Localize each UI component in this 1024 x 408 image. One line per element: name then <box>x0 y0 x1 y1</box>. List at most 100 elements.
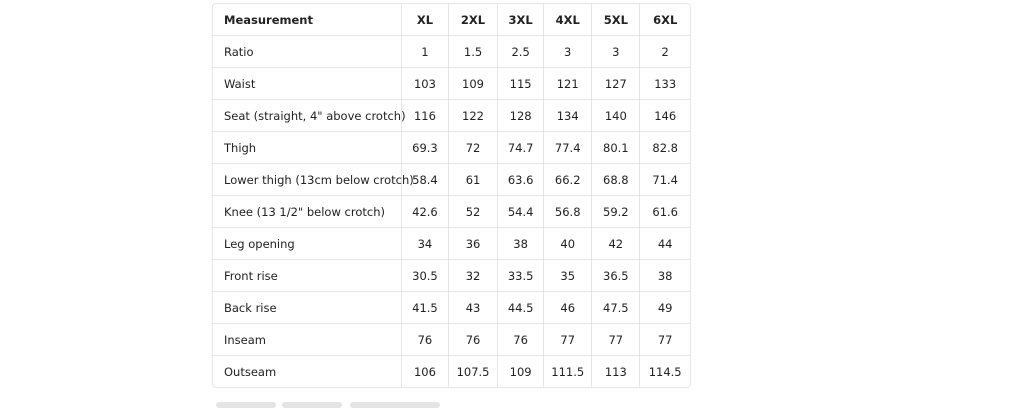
table-cell: 116 <box>401 99 449 132</box>
header-cell: 3XL <box>497 4 545 36</box>
table-cell: 71.4 <box>639 163 690 196</box>
table-cell: 2 <box>639 35 690 68</box>
table-cell: 42.6 <box>401 195 449 228</box>
row-label: Seat (straight, 4" above crotch) <box>213 99 406 132</box>
table-cell: 33.5 <box>497 259 545 292</box>
table-cell: 44 <box>639 227 690 260</box>
table-cell: 80.1 <box>591 131 641 164</box>
table-cell: 77.4 <box>543 131 593 164</box>
table-row: Leg opening 34 36 38 40 42 44 <box>213 227 690 260</box>
table-cell: 30.5 <box>401 259 449 292</box>
table-cell: 3 <box>591 35 641 68</box>
table-cell: 35 <box>543 259 593 292</box>
row-label: Ratio <box>213 35 402 68</box>
table-body: Ratio 1 1.5 2.5 3 3 2 Waist 103 109 115 121 127 133 Se… <box>213 35 690 387</box>
table-row: Back rise 41.5 43 44.5 46 47.5 49 <box>213 291 690 324</box>
table-cell: 38 <box>497 227 545 260</box>
table-cell: 77 <box>591 323 641 356</box>
table-row: Front rise 30.5 32 33.5 35 36.5 38 <box>213 259 690 292</box>
size-table: Measurement XL 2XL 3XL 4XL 5XL 6XL Ratio 1 1.5 2.… <box>213 4 690 387</box>
table-cell: 115 <box>497 67 545 100</box>
table-cell: 63.6 <box>497 163 545 196</box>
table-cell: 40 <box>543 227 593 260</box>
table-cell: 111.5 <box>543 355 593 387</box>
table-cell: 72 <box>448 131 499 164</box>
table-cell: 128 <box>497 99 545 132</box>
size-table-card: Measurement XL 2XL 3XL 4XL 5XL 6XL Ratio 1 1.5 2.… <box>212 3 691 388</box>
table-row: Waist 103 109 115 121 127 133 <box>213 67 690 100</box>
header-row: Measurement XL 2XL 3XL 4XL 5XL 6XL <box>213 4 690 36</box>
table-row: Seat (straight, 4" above crotch) 116 122 12… <box>213 99 690 132</box>
table-cell: 103 <box>401 67 449 100</box>
table-row: Inseam 76 76 76 77 77 77 <box>213 323 690 356</box>
table-cell: 69.3 <box>401 131 449 164</box>
table-cell: 74.7 <box>497 131 545 164</box>
row-label: Back rise <box>213 291 402 324</box>
cut-off-footer <box>216 402 276 408</box>
table-cell: 107.5 <box>448 355 499 387</box>
table-cell: 109 <box>497 355 545 387</box>
table-cell: 38 <box>639 259 690 292</box>
row-label: Leg opening <box>213 227 402 260</box>
table-row: Thigh 69.3 72 74.7 77.4 80.1 82.8 <box>213 131 690 164</box>
row-label: Lower thigh (13cm below crotch) <box>213 163 414 196</box>
row-label: Inseam <box>213 323 402 356</box>
table-cell: 1.5 <box>448 35 499 68</box>
table-cell: 2.5 <box>497 35 545 68</box>
table-cell: 56.8 <box>543 195 593 228</box>
header-cell: 5XL <box>591 4 641 36</box>
table-cell: 36 <box>448 227 499 260</box>
cut-off-footer <box>350 402 440 408</box>
table-cell: 32 <box>448 259 499 292</box>
cut-off-footer <box>282 402 342 408</box>
table-cell: 66.2 <box>543 163 593 196</box>
table-cell: 44.5 <box>497 291 545 324</box>
table-cell: 41.5 <box>401 291 449 324</box>
table-header: Measurement XL 2XL 3XL 4XL 5XL 6XL <box>213 4 690 36</box>
table-cell: 106 <box>401 355 449 387</box>
header-cell: 6XL <box>639 4 690 36</box>
table-row: Knee (13 1/2" below crotch) 42.6 52 54.4 56.… <box>213 195 690 228</box>
row-label: Front rise <box>213 259 402 292</box>
table-cell: 1 <box>401 35 449 68</box>
table-cell: 43 <box>448 291 499 324</box>
table-cell: 36.5 <box>591 259 641 292</box>
table-cell: 140 <box>591 99 641 132</box>
row-label: Thigh <box>213 131 402 164</box>
table-cell: 61.6 <box>639 195 690 228</box>
table-cell: 122 <box>448 99 499 132</box>
table-cell: 77 <box>639 323 690 356</box>
table-cell: 109 <box>448 67 499 100</box>
table-cell: 49 <box>639 291 690 324</box>
table-cell: 58.4 <box>401 163 449 196</box>
row-label: Waist <box>213 67 402 100</box>
table-cell: 76 <box>497 323 545 356</box>
table-cell: 76 <box>448 323 499 356</box>
table-cell: 59.2 <box>591 195 641 228</box>
table-cell: 114.5 <box>648 364 682 379</box>
table-cell: 76 <box>401 323 449 356</box>
table-cell: 113 <box>591 355 641 387</box>
table-cell: 46 <box>543 291 593 324</box>
table-cell: 82.8 <box>639 131 690 164</box>
table-cell: 146 <box>639 99 690 132</box>
table-cell: 68.8 <box>591 163 641 196</box>
row-label: Outseam <box>213 355 402 387</box>
table-cell: 42 <box>591 227 641 260</box>
table-cell: 3 <box>543 35 593 68</box>
table-cell: 77 <box>543 323 593 356</box>
table-cell: 47.5 <box>591 291 641 324</box>
header-cell: 4XL <box>543 4 593 36</box>
table-cell: 61 <box>448 163 499 196</box>
header-cell: XL <box>401 4 449 36</box>
table-cell: 121 <box>543 67 593 100</box>
table-row: Ratio 1 1.5 2.5 3 3 2 <box>213 35 690 68</box>
table-cell: 134 <box>543 99 593 132</box>
table-cell: 34 <box>401 227 449 260</box>
header-cell: Measurement <box>213 4 402 36</box>
table-row: Lower thigh (13cm below crotch) 58.4 61 63.… <box>213 163 690 196</box>
row-label: Knee (13 1/2" below crotch) <box>213 195 402 228</box>
header-cell: 2XL <box>448 4 499 36</box>
table-cell: 52 <box>448 195 499 228</box>
